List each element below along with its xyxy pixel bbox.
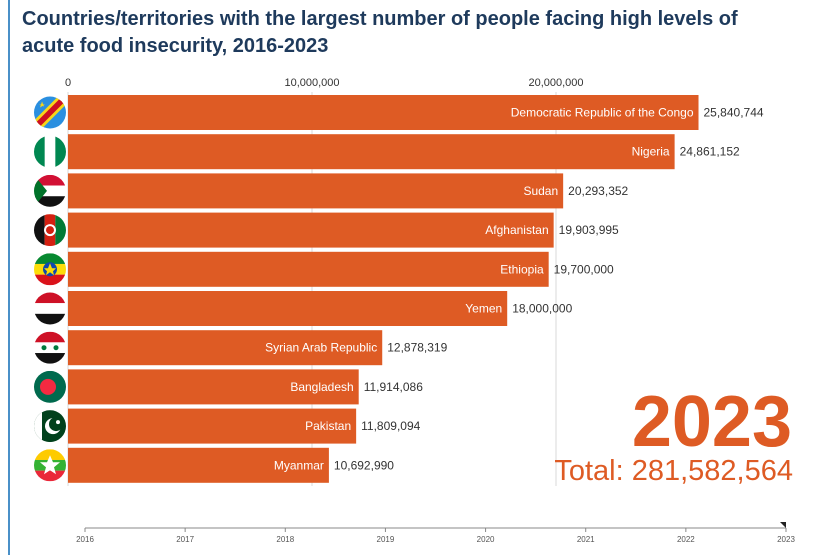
bar: [68, 291, 508, 326]
bar-category-label: Ethiopia: [500, 262, 544, 276]
bar-category-label: Afghanistan: [485, 223, 548, 237]
timeline-year-label[interactable]: 2020: [477, 535, 495, 544]
bar-value-label: 20,293,352: [568, 184, 628, 198]
bar: [68, 408, 357, 444]
bar-value-label: 18,000,000: [512, 302, 572, 316]
frame-border: [8, 0, 10, 555]
timeline-handle[interactable]: [780, 522, 786, 528]
timeline-year-label[interactable]: 2017: [176, 535, 194, 544]
yemen-flag-icon: [34, 292, 66, 325]
bar: [68, 369, 359, 405]
bar-category-label: Pakistan: [305, 419, 351, 433]
timeline-year-label[interactable]: 2019: [377, 535, 395, 544]
chart-title-line-1: Countries/territories with the largest n…: [22, 8, 738, 30]
bar-category-label: Democratic Republic of the Congo: [511, 106, 694, 120]
bar-value-label: 24,861,152: [680, 145, 740, 159]
year-display: 2023: [632, 382, 792, 462]
sudan-flag-icon: [34, 174, 66, 207]
bar-category-label: Bangladesh: [290, 380, 353, 394]
chart-title: Countries/territories with the largest n…: [22, 6, 802, 60]
bar-value-label: 19,700,000: [554, 262, 614, 276]
bar-category-label: Myanmar: [274, 458, 324, 472]
bar-value-label: 12,878,319: [387, 341, 447, 355]
bar: [68, 212, 554, 248]
x-tick-label: 10,000,000: [284, 77, 339, 89]
drc-flag-icon: [34, 96, 66, 129]
bar-value-label: 11,809,094: [361, 419, 420, 433]
bar-category-label: Yemen: [465, 302, 502, 316]
timeline-year-label[interactable]: 2021: [577, 535, 595, 544]
pakistan-flag-icon: [34, 410, 66, 443]
bar-value-label: 10,692,990: [334, 458, 394, 472]
bar: [68, 447, 329, 483]
bar-value-label: 11,914,086: [364, 380, 423, 394]
nigeria-flag-icon: [34, 135, 66, 168]
bar-value-label: 25,840,744: [704, 106, 764, 120]
bar-value-label: 19,903,995: [559, 223, 619, 237]
syria-flag-icon: [34, 331, 66, 364]
timeline-year-label[interactable]: 2023: [777, 535, 795, 544]
bar: [68, 95, 699, 130]
bar-category-label: Nigeria: [632, 145, 670, 159]
bar: [68, 330, 383, 366]
timeline-year-label[interactable]: 2016: [76, 535, 94, 544]
ethiopia-flag-icon: [34, 253, 66, 286]
timeline-year-label[interactable]: 2022: [677, 535, 695, 544]
bar-category-label: Sudan: [523, 184, 558, 198]
timeline-year-label[interactable]: 2018: [276, 535, 294, 544]
x-tick-label: 20,000,000: [528, 77, 583, 89]
chart-title-line-2: acute food insecurity, 2016-2023: [22, 35, 329, 57]
bar: [68, 173, 564, 209]
afghanistan-flag-icon: [34, 214, 66, 247]
bar: [68, 251, 549, 287]
bar-category-label: Syrian Arab Republic: [265, 341, 377, 355]
x-tick-label: 0: [65, 77, 71, 89]
bar: [68, 134, 675, 170]
myanmar-flag-icon: [34, 449, 66, 482]
total-display: Total: 281,582,564: [554, 455, 793, 487]
bangladesh-flag-icon: [34, 370, 66, 403]
